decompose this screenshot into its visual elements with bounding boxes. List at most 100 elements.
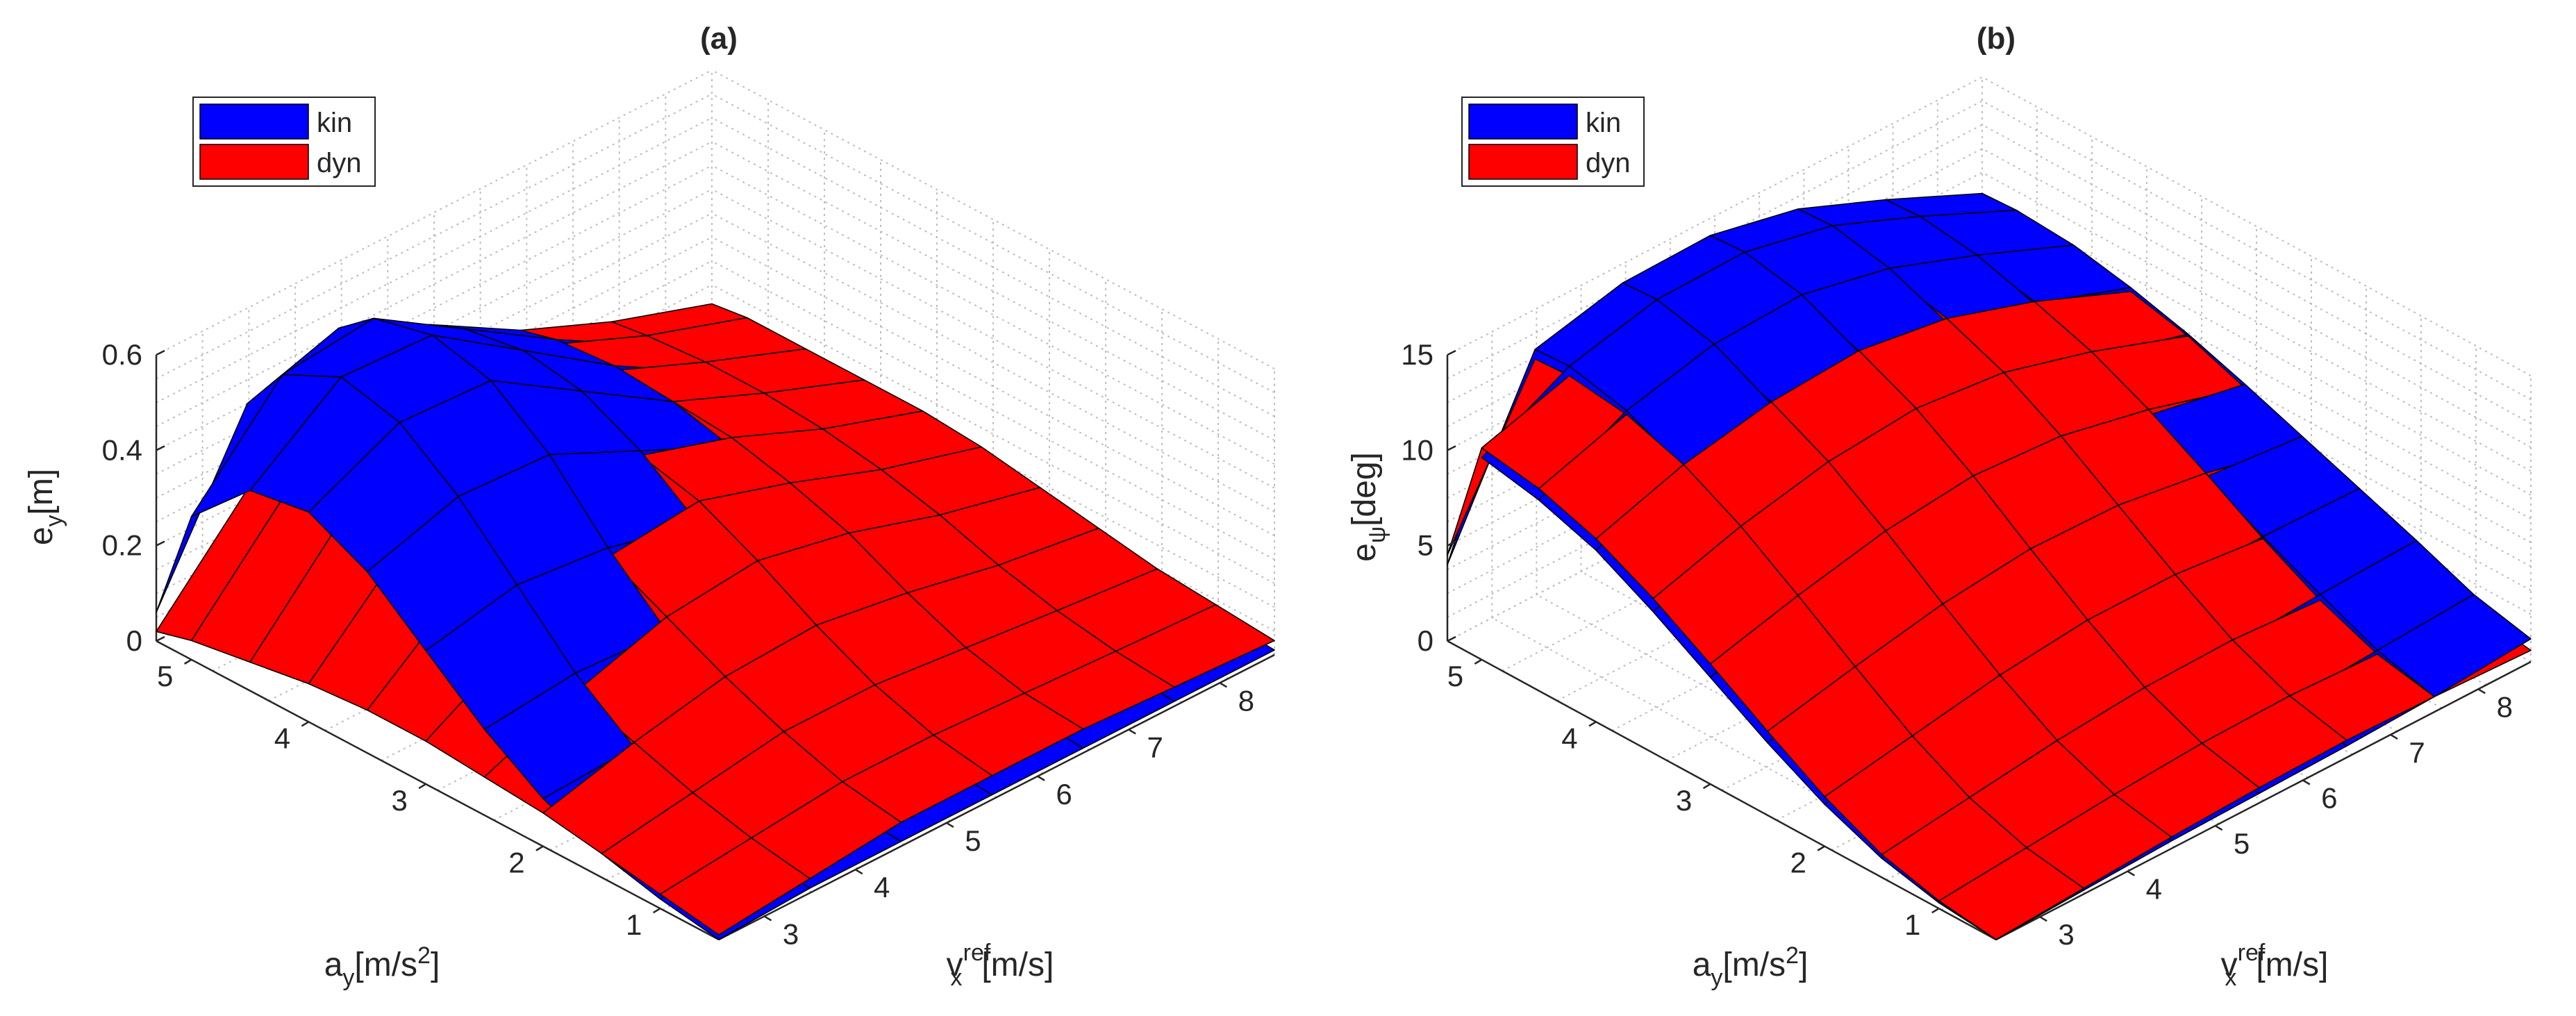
panel-a-x-axis-line: [718, 653, 1275, 941]
panel-a-y-tick-mark: [652, 908, 661, 914]
panel-b-legend-label-dyn: dyn: [1586, 148, 1631, 178]
panel-b-gridline: [1981, 124, 2532, 424]
panel-b-x-tick-mark: [2477, 688, 2486, 694]
panel-b-z-tick-mark: [1447, 540, 1456, 547]
panel-a-x-tick-label: 8: [1238, 684, 1254, 717]
panel-a: 0 0.2 0.4 0.6 1 2 3 4 5 3 4 5 6 7 8 (a) ey[m] ay[m/s2]…: [23, 22, 1275, 991]
panel-a-y-tick-label: 4: [274, 722, 290, 754]
panel-a-x-tick-label: 5: [965, 824, 981, 857]
panel-a-y-tick-mark: [301, 721, 310, 727]
panel-a-z-tick-mark: [156, 540, 165, 547]
panel-a-x-tick-label: 4: [874, 871, 890, 903]
panel-a-legend-swatch-dyn: [199, 144, 309, 180]
panel-b-z-tick-mark: [1447, 635, 1456, 642]
panel-b-y-tick-label: 3: [1676, 784, 1692, 817]
panel-a-gridline: [156, 260, 713, 547]
panel-a-gridline: [156, 93, 713, 380]
panel-b-y-tick-label: 1: [1904, 908, 1920, 941]
panel-b-y-axis-label: ay[m/s2]: [1693, 942, 1809, 991]
panel-a-y-tick-mark: [418, 783, 426, 790]
panel-b-legend-label-kin: kin: [1586, 108, 1621, 138]
panel-a-gridline: [156, 213, 713, 499]
panel-a-x-tick-mark: [1037, 775, 1045, 781]
panel-a-z-axis-label: ey[m]: [23, 469, 67, 545]
panel-a-legend-label-dyn: dyn: [317, 148, 362, 178]
panel-b-x-tick-mark: [2127, 870, 2135, 876]
panel-a-z-tick-mark: [156, 635, 165, 642]
panel-b-z-tick-label: 5: [1418, 529, 1434, 562]
panel-b-title: (b): [1977, 22, 2016, 56]
panel-a-title: (a): [700, 22, 738, 56]
panel-a-gridline: [156, 117, 713, 403]
panel-a-surfaces: [156, 303, 1275, 940]
panel-b-x-tick-mark: [2390, 733, 2398, 740]
panel-a-z-tick-mark: [156, 349, 165, 356]
panel-b-x-tick-label: 4: [2146, 873, 2162, 906]
panel-a-z-tick-mark: [156, 445, 165, 451]
panel-b-z-tick-mark: [1447, 349, 1456, 356]
panel-a-y-tick-label: 3: [391, 784, 407, 817]
panel-b-surfaces: [1447, 192, 2532, 940]
panel-b-x-tick-label: 5: [2234, 827, 2250, 860]
panel-a-gridline: [156, 165, 713, 451]
panel-b-y-tick-mark: [1817, 845, 1825, 851]
panel-a-x-tick-mark: [1128, 728, 1136, 735]
panel-b-surface-patch-dyn: [1938, 847, 2084, 940]
panel-a-surface-patch-dyn: [659, 837, 811, 935]
panel-a-gridline: [156, 69, 713, 356]
panel-b-legend-swatch-kin: [1468, 103, 1578, 140]
panel-a-y-tick-label: 2: [508, 847, 524, 879]
panel-a-y-tick-label: 1: [626, 908, 642, 941]
panel-a-x-tick-mark: [946, 822, 954, 828]
panel-a-y-axis-label: ay[m/s2]: [324, 942, 440, 991]
panel-b-y-tick-mark: [1702, 783, 1711, 790]
panel-b-y-axis-line: [1447, 640, 1997, 941]
panel-a-axes: [155, 355, 1275, 941]
panel-b-z-tick-label: 0: [1418, 624, 1434, 657]
panel-a-x-axis-label: vref x [m/s]: [947, 940, 1054, 991]
panel-a-gridline: [156, 141, 713, 427]
panel-b-x-tick-mark: [2214, 824, 2223, 831]
panel-a-legend: kin dyn: [192, 97, 376, 187]
panel-a-x-tick-label: 3: [783, 917, 799, 950]
panel-a-gridline: [156, 236, 713, 523]
panel-a-y-tick-label: 5: [157, 660, 173, 692]
panel-a-x-tick-label: 6: [1056, 778, 1072, 810]
panel-a-legend-swatch-kin: [199, 103, 309, 140]
panel-a-x-tick-mark: [763, 915, 772, 922]
panel-b-gridline: [1981, 148, 2532, 448]
panel-b-y-tick-mark: [1588, 721, 1597, 727]
panel-b-legend-swatch-dyn: [1468, 144, 1578, 180]
panel-a-z-tick-label: 0: [126, 624, 142, 657]
panel-a-z-tick-label: 0.6: [102, 338, 142, 371]
panel-a-z-tick-label: 0.4: [102, 433, 142, 466]
panel-b-gridline: [1491, 617, 2041, 917]
panel-a-y-axis-line: [156, 640, 720, 941]
panel-b-gridline: [1447, 76, 1983, 356]
panel-b-z-tick-mark: [1447, 445, 1456, 451]
panel-a-y-tick-mark: [183, 658, 192, 665]
panel-b-x-axis-label: vref x [m/s]: [2221, 940, 2329, 991]
panel-a-x-tick-mark: [855, 869, 863, 875]
panel-b-x-tick-label: 6: [2321, 781, 2337, 814]
panel-b-gridline: [1536, 594, 2086, 894]
panel-b-z-tick-label: 10: [1401, 433, 1434, 466]
panel-b-y-tick-label: 4: [1561, 722, 1577, 754]
panel-b-y-tick-label: 5: [1447, 660, 1463, 692]
panel-b-x-tick-label: 3: [2058, 918, 2074, 951]
panel-b-legend: kin dyn: [1461, 97, 1645, 187]
panel-a-tick-labels: 0 0.2 0.4 0.6 1 2 3 4 5 3 4 5 6 7 8: [102, 338, 1254, 950]
panel-a-z-tick-label: 0.2: [102, 529, 142, 562]
panel-b-gridline: [1981, 76, 2532, 376]
panel-b-x-axis-line: [1995, 660, 2532, 941]
panel-b-gridline: [1981, 172, 2532, 472]
panel-b-x-tick-label: 7: [2409, 736, 2425, 769]
panel-a-x-tick-label: 7: [1147, 731, 1163, 764]
panel-a-gridline: [156, 188, 713, 475]
panel-b-y-tick-mark: [1931, 908, 1940, 914]
panel-b-y-tick-label: 2: [1790, 847, 1806, 879]
panel-b-x-tick-mark: [2302, 779, 2311, 785]
